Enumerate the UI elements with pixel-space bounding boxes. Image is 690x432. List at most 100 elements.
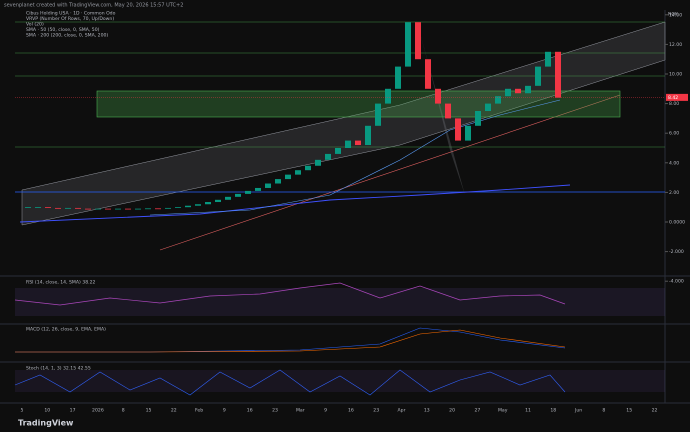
candle [25, 207, 31, 208]
candle [465, 125, 471, 141]
candle [145, 208, 151, 210]
time-label: 20 [449, 408, 455, 414]
time-label: 9 [223, 408, 226, 414]
candle [365, 125, 371, 146]
candle [435, 88, 441, 104]
candle [485, 103, 491, 111]
candle [105, 208, 111, 210]
candle [185, 205, 191, 208]
time-label: May [498, 408, 508, 414]
rsi-band [15, 288, 665, 316]
candle [225, 196, 231, 200]
time-label: 5 [21, 408, 24, 414]
candle [545, 51, 551, 67]
price-tick-label: 0.0000 [669, 220, 685, 226]
candle [75, 207, 81, 209]
candle [55, 207, 61, 209]
candle [375, 103, 381, 126]
time-label: 18 [550, 408, 556, 414]
stoch-k [14, 369, 566, 396]
candle [205, 202, 211, 205]
candle [85, 208, 91, 210]
time-label: 23 [373, 408, 379, 414]
sma-50 [149, 99, 561, 216]
stoch-legend: Stoch (14, 1, 3) 32.15 42.55 [26, 366, 91, 372]
candle [255, 187, 261, 191]
rsi-line [14, 282, 566, 306]
time-label: 22 [652, 408, 658, 414]
time-label: 9 [324, 408, 327, 414]
legend-entry: SMA · 50 (50, close, 0, SMA, 50) [26, 27, 100, 33]
candle [425, 59, 431, 89]
candle [215, 199, 221, 203]
candle [445, 103, 451, 119]
sma-200 [19, 184, 571, 223]
candle [385, 88, 391, 104]
time-label: 13 [424, 408, 430, 414]
candle [65, 207, 71, 209]
time-label: 8 [602, 408, 605, 414]
trend-line [159, 94, 621, 251]
price-tick-label: 14.00 [669, 12, 682, 18]
last-price-tag [666, 93, 688, 101]
candle [525, 85, 531, 94]
candle [495, 96, 501, 104]
candle [515, 88, 521, 94]
time-label: 8 [122, 408, 125, 414]
candle [335, 148, 341, 154]
candle [555, 51, 561, 98]
last-price-label: 8.42 [668, 95, 678, 101]
price-tick-label: 8.00 [669, 101, 679, 107]
candle [235, 193, 241, 197]
time-label: Feb [195, 408, 203, 414]
candle [45, 207, 51, 208]
price-tick-label: 6.00 [669, 131, 679, 137]
time-label: 16 [247, 408, 253, 414]
time-label: 15 [626, 408, 632, 414]
legend-entry: SMA · 200 (200, close, 0, SMA, 200) [26, 33, 108, 39]
time-label: 16 [348, 408, 354, 414]
candle [95, 208, 101, 210]
time-label: 22 [171, 408, 177, 414]
candle [355, 140, 361, 146]
candle [405, 22, 411, 67]
time-label: 27 [474, 408, 480, 414]
legend-entry: Cibus Holding USA · 1D · Common Odo [26, 11, 116, 17]
candle [315, 159, 321, 166]
currency: NOK [668, 12, 679, 18]
candle [155, 208, 161, 210]
trend-channel [21, 21, 666, 226]
macd-signal [15, 329, 566, 353]
candle [275, 179, 281, 184]
time-label: 15 [146, 408, 152, 414]
demand-zone [96, 90, 621, 118]
candle [175, 207, 181, 208]
candle [305, 165, 311, 171]
candle [265, 183, 271, 188]
price-tick-label: 10.00 [669, 72, 682, 78]
time-label: Apr [398, 408, 406, 414]
candle [325, 153, 331, 160]
rsi-legend: RSI (14, close, 14, SMA) 38.22 [26, 280, 96, 286]
candle [195, 204, 201, 206]
price-tick-label: -2.000 [669, 249, 684, 255]
candle [125, 208, 131, 210]
candle [475, 111, 481, 126]
candle [35, 207, 41, 208]
price-tick-label: 4.00 [669, 160, 679, 166]
price-tick-label: 12.00 [669, 42, 682, 48]
candle [285, 174, 291, 180]
candle [165, 207, 171, 209]
macd-legend: MACD (12, 26, close, 9, EMA, EMA) [26, 327, 106, 333]
caption: sevenplanet created with TradingView.com… [4, 3, 183, 9]
candle [245, 190, 251, 194]
time-label: 10 [44, 408, 50, 414]
legend-entry: Vol (20) [26, 22, 44, 28]
candle [295, 170, 301, 175]
candle [455, 118, 461, 141]
time-label: 11 [525, 408, 531, 414]
candle [505, 88, 511, 97]
candle [115, 208, 121, 210]
